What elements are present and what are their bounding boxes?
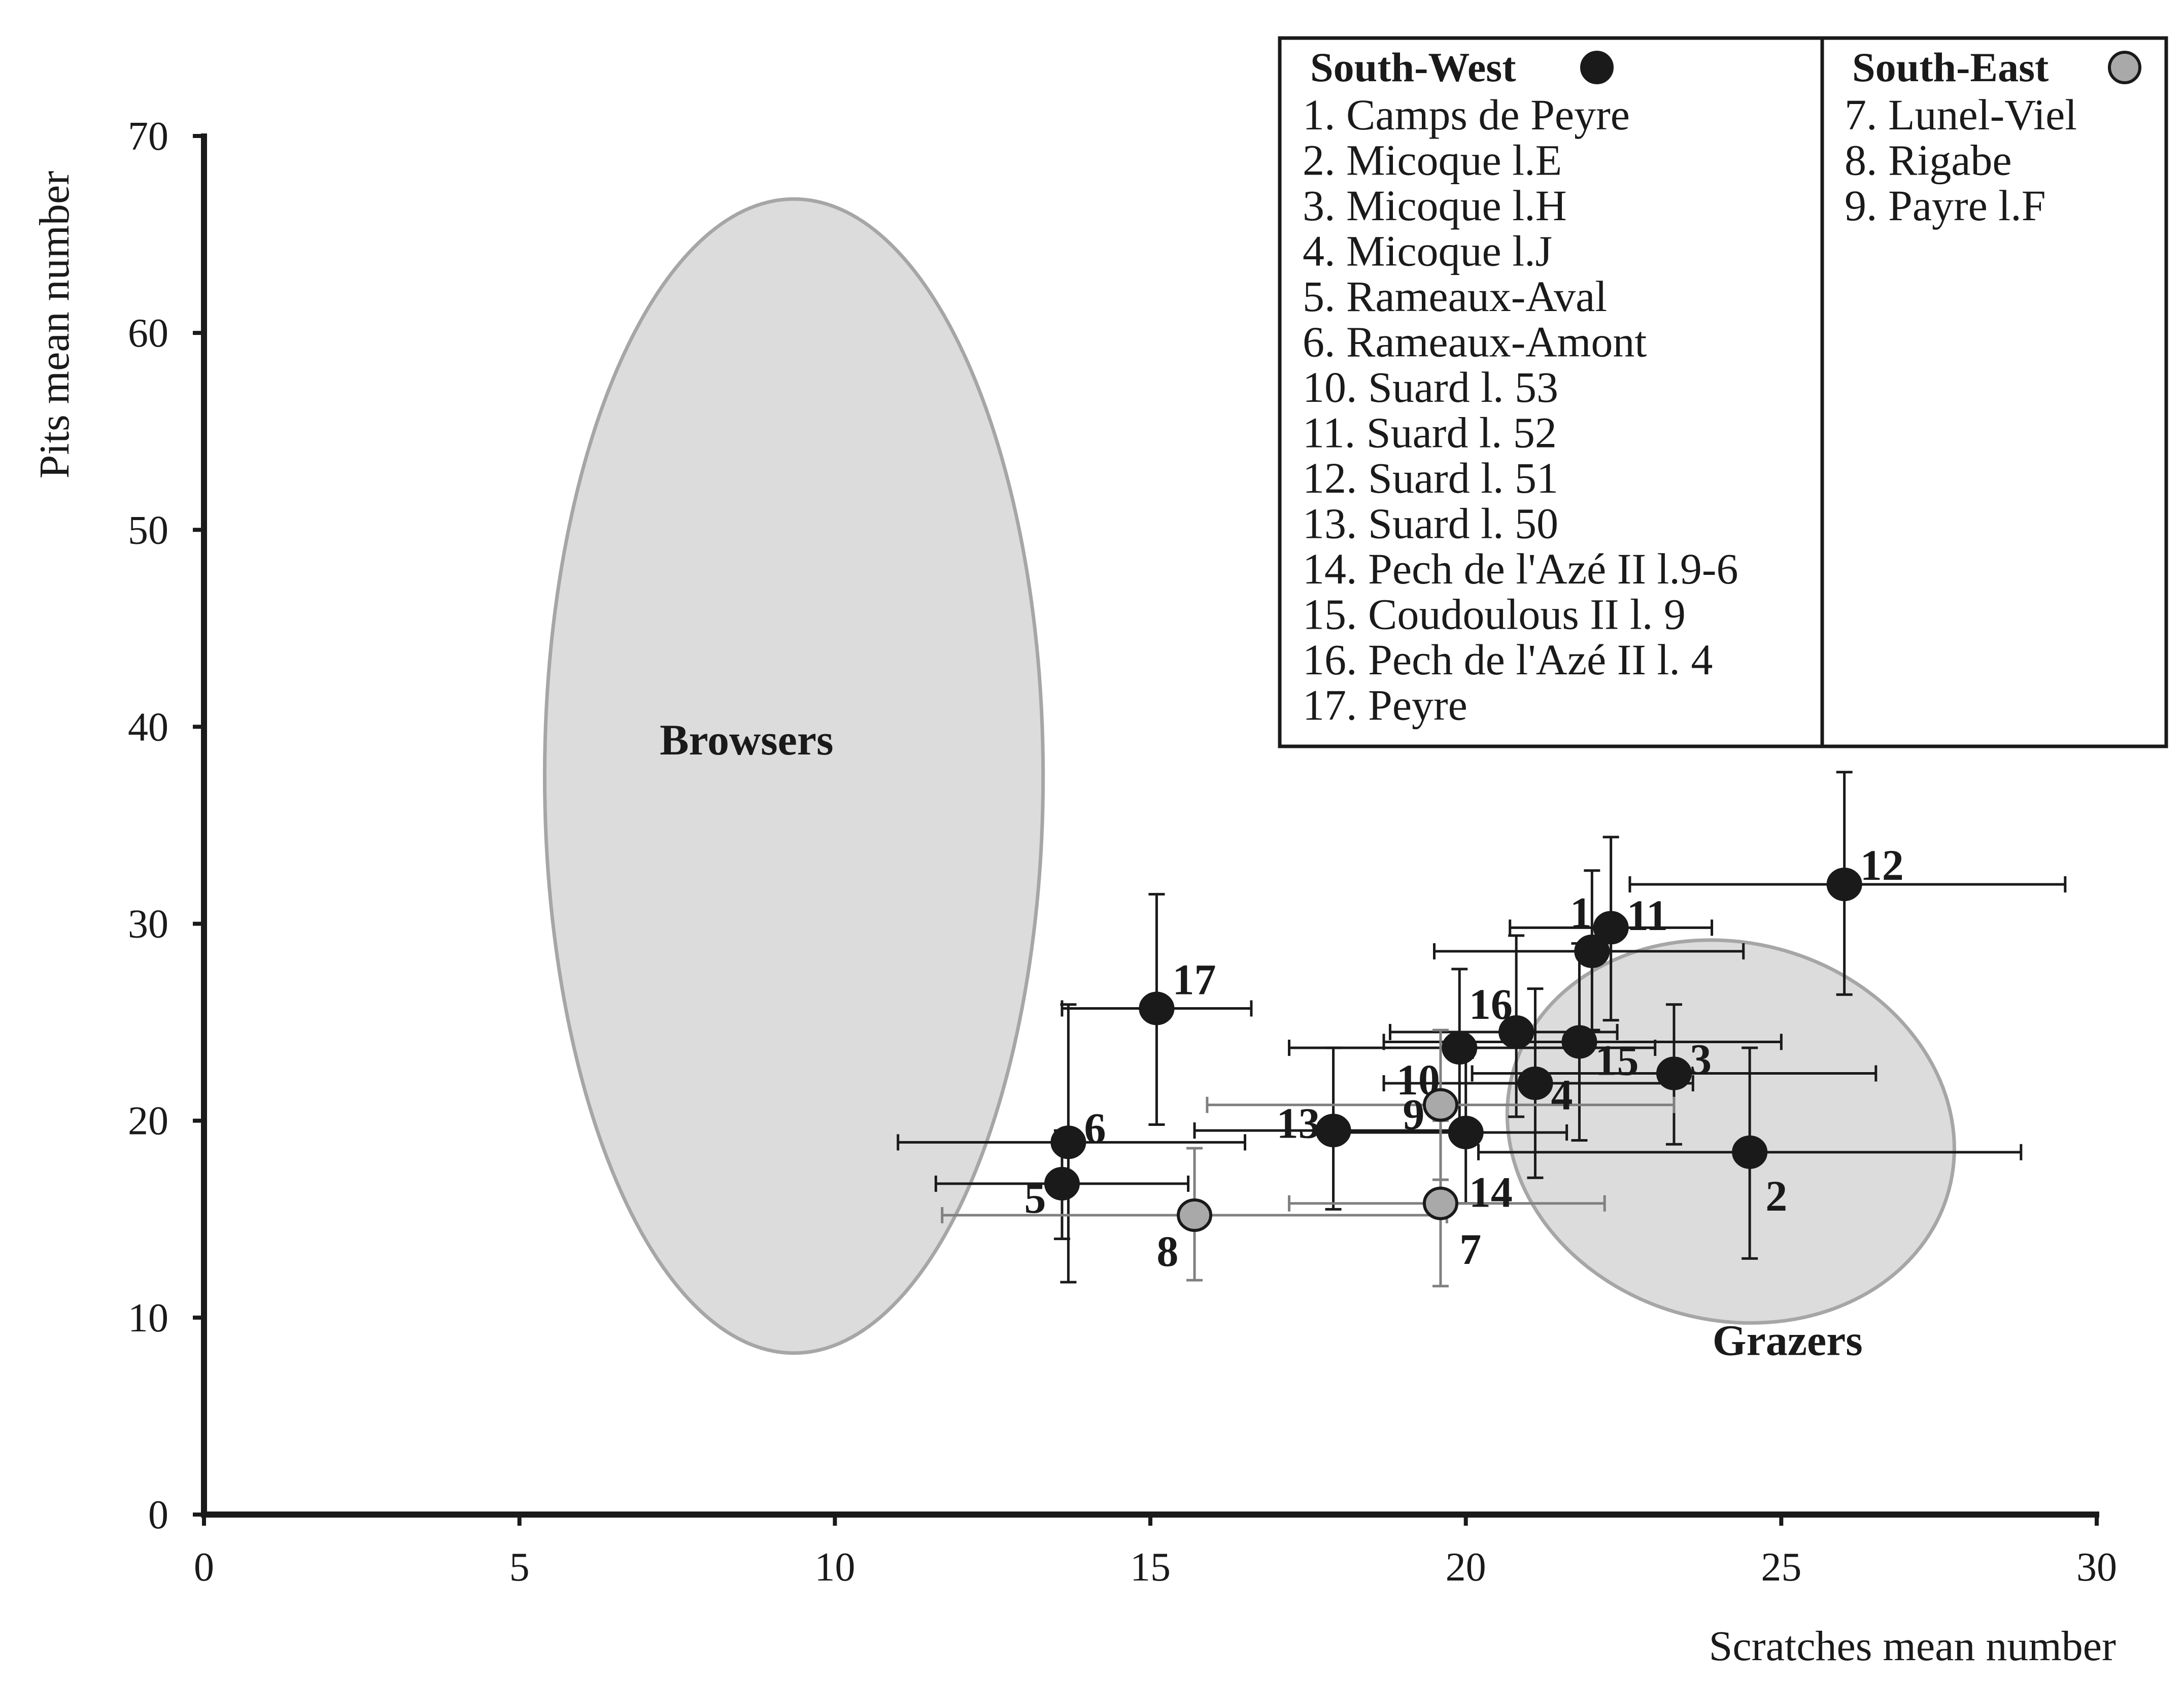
data-point-13 <box>1315 1114 1351 1148</box>
legend-entry: 7. Lunel-Viel <box>1845 90 2077 139</box>
legend-box <box>1278 36 2168 748</box>
legend-entry: 16. Pech de l'Azé II l. 4 <box>1303 635 1713 684</box>
data-label-17: 17 <box>1173 955 1216 1004</box>
legend-title-south-east: South-East <box>1852 44 2049 90</box>
data-label-15: 15 <box>1595 1036 1639 1084</box>
data-label-12: 12 <box>1860 841 1904 889</box>
y-tick-label: 50 <box>128 508 168 553</box>
data-point-12 <box>1826 867 1862 901</box>
grazers-zone-label: Grazers <box>1713 1316 1863 1365</box>
data-label-11: 11 <box>1627 891 1668 940</box>
y-tick-label: 60 <box>128 311 168 356</box>
legend-entry: 13. Suard l. 50 <box>1303 499 1558 548</box>
legend-title-south-west: South-West <box>1310 44 1516 90</box>
legend-entry: 15. Coudoulous II l. 9 <box>1303 590 1686 639</box>
legend-entry: 2. Micoque l.E <box>1303 136 1562 185</box>
data-label-6: 6 <box>1084 1104 1106 1152</box>
legend-entry: 10. Suard l. 53 <box>1303 363 1558 411</box>
data-label-16: 16 <box>1469 980 1513 1028</box>
zones-layer: Browsers Grazers <box>542 197 1956 1365</box>
legend-entry: 14. Pech de l'Azé II l.9-6 <box>1303 544 1738 593</box>
data-point-17 <box>1139 991 1175 1025</box>
data-point-8 <box>1177 1198 1213 1232</box>
legend-marker-south-west <box>1580 51 1614 84</box>
x-axis-title: Scratches mean number <box>1709 1623 2116 1670</box>
x-tick-label: 10 <box>814 1545 855 1590</box>
x-tick-label: 25 <box>1761 1545 1801 1590</box>
x-tick-label: 15 <box>1130 1545 1171 1590</box>
browsers-zone <box>542 197 1045 1355</box>
y-tick-label: 30 <box>128 902 168 947</box>
data-label-13: 13 <box>1277 1099 1320 1148</box>
legend-entry: 5. Rameaux-Aval <box>1303 272 1607 321</box>
data-point-4 <box>1517 1066 1553 1100</box>
browsers-zone-label: Browsers <box>660 715 833 764</box>
x-tick-label: 20 <box>1446 1545 1486 1590</box>
data-label-8: 8 <box>1156 1227 1178 1276</box>
data-point-11 <box>1593 911 1629 945</box>
y-tick-label: 70 <box>128 114 168 159</box>
legend-entry: 17. Peyre <box>1303 681 1468 730</box>
data-label-14: 14 <box>1469 1167 1513 1216</box>
legend-marker-south-east <box>2108 51 2141 84</box>
data-label-2: 2 <box>1765 1172 1787 1220</box>
data-label-5: 5 <box>1024 1174 1046 1222</box>
y-axis-title: Pits mean number <box>31 171 78 479</box>
data-point-5 <box>1044 1166 1080 1200</box>
x-tick-label: 0 <box>194 1545 214 1590</box>
y-tick-label: 10 <box>128 1296 168 1341</box>
data-label-3: 3 <box>1690 1035 1712 1083</box>
data-label-4: 4 <box>1551 1070 1573 1119</box>
x-tick-label: 5 <box>509 1545 530 1590</box>
data-point-14 <box>1448 1116 1484 1150</box>
legend-entry: 4. Micoque l.J <box>1303 227 1552 276</box>
x-ticks: 0 5 10 15 20 25 30 <box>194 1515 2117 1590</box>
legend-entry: 6. Rameaux-Amont <box>1303 318 1647 366</box>
x-tick-label: 30 <box>2076 1545 2117 1590</box>
legend-entry: 11. Suard l. 52 <box>1303 408 1557 457</box>
data-point-2 <box>1732 1135 1768 1169</box>
legend-entry: 12. Suard l. 51 <box>1303 454 1558 502</box>
y-tick-label: 40 <box>128 705 168 749</box>
data-point-9 <box>1422 1088 1458 1122</box>
data-point-15 <box>1561 1025 1597 1059</box>
data-label-1: 1 <box>1570 888 1592 937</box>
data-label-9: 9 <box>1403 1090 1424 1139</box>
data-point-7 <box>1422 1186 1458 1220</box>
data-point-16 <box>1498 1015 1534 1049</box>
data-point-10 <box>1442 1031 1478 1065</box>
y-tick-label: 0 <box>148 1493 168 1537</box>
legend-entry: 8. Rigabe <box>1845 136 2012 185</box>
data-point-1 <box>1574 934 1610 968</box>
legend-entry: 1. Camps de Peyre <box>1303 90 1630 139</box>
y-ticks: 0 10 20 30 40 50 60 70 <box>128 114 204 1537</box>
data-point-6 <box>1050 1125 1086 1159</box>
legend-entry: 3. Micoque l.H <box>1303 181 1567 230</box>
data-point-3 <box>1656 1056 1692 1090</box>
data-label-7: 7 <box>1459 1225 1481 1274</box>
legend-entry: 9. Payre l.F <box>1845 181 2046 230</box>
y-tick-label: 20 <box>128 1099 168 1144</box>
